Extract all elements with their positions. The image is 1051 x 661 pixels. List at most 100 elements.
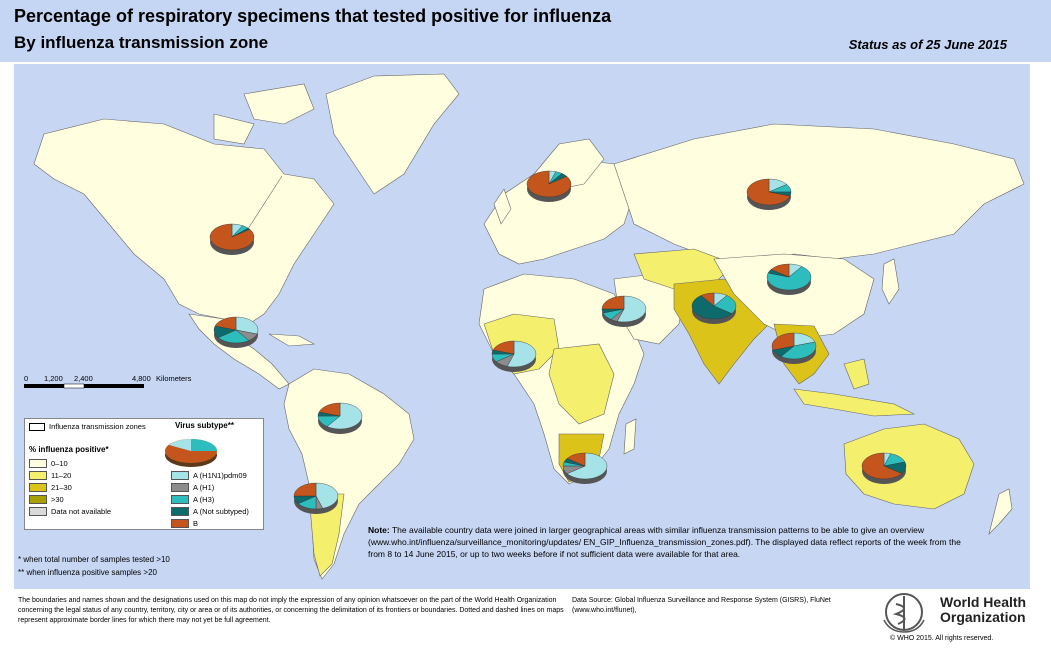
positive-swatch [29, 495, 47, 504]
positive-class-label: Data not available [51, 507, 112, 516]
positive-swatch [29, 483, 47, 492]
temperate-south-america [308, 493, 345, 577]
new-zealand [988, 488, 1013, 535]
subtype-swatch [171, 519, 189, 528]
positive-class-label: 0–10 [51, 459, 68, 468]
pie-chart [491, 340, 537, 372]
scale-tick-0: 0 [24, 374, 29, 383]
legend: Influenza transmission zones % influenza… [24, 418, 264, 530]
note-text: The available country data were joined i… [368, 525, 961, 559]
pie-chart [293, 482, 339, 514]
footnote-samples: * when total number of samples tested >1… [18, 555, 170, 564]
pie-chart [209, 223, 255, 255]
subtype-swatch [171, 507, 189, 516]
subtype-title: Virus subtype** [175, 421, 234, 430]
subtype-label: A (H3) [193, 495, 215, 504]
scale-tick-1200: 1,200 [44, 374, 63, 383]
pie-slice [700, 292, 715, 307]
pie-slice [770, 263, 790, 278]
pie-chart [213, 316, 259, 348]
legend-pie-icon [165, 439, 217, 467]
pie-slice [214, 316, 237, 331]
pie-slice [326, 402, 363, 430]
who-emblem-icon [883, 593, 925, 633]
japan [881, 258, 900, 305]
subtype-swatch [171, 495, 189, 504]
note-label: Note: [368, 525, 390, 535]
title-banner: Percentage of respiratory specimens that… [0, 0, 1051, 62]
who-name: World Health Organization [940, 595, 1026, 625]
status-date: Status as of 25 June 2015 [848, 37, 1007, 52]
positive-class-label: >30 [51, 495, 64, 504]
pie-slice [209, 223, 255, 251]
subtype-label: B [193, 519, 199, 528]
subtype-label: A (H1N1)pdm09 [193, 471, 247, 480]
zone-label: Influenza transmission zones [49, 422, 146, 431]
pie-chart [746, 178, 792, 210]
pie-chart [317, 402, 363, 434]
pie-slice [601, 295, 625, 310]
map-canvas [33, 73, 1025, 580]
pie-slice [315, 482, 339, 509]
positive-swatch [29, 507, 47, 516]
pie-slice [713, 295, 737, 314]
map-note: Note: The available country data were jo… [368, 524, 968, 560]
map-title: Percentage of respiratory specimens that… [14, 6, 612, 26]
pie-slice [691, 295, 733, 320]
scale-tick-4800: 4,800 [132, 374, 151, 383]
scale-unit: Kilometers [156, 374, 192, 383]
pie-slice [861, 452, 903, 480]
pie-slice [746, 178, 791, 206]
pie-leader-line [245, 175, 283, 233]
subtype-label: A (H1) [193, 483, 215, 492]
middle-africa [548, 343, 615, 425]
positive-swatch [29, 459, 47, 468]
footnote-positive: ** when influenza positive samples >20 [18, 568, 157, 577]
subtype-label: A (Not subtyped) [193, 507, 249, 516]
copyright: © WHO 2015. All rights reserved. [890, 635, 994, 642]
pie-slice [217, 329, 250, 344]
positive-class-label: 21–30 [51, 483, 72, 492]
pie-chart [691, 292, 737, 324]
data-source: Data Source: Global Influenza Surveillan… [572, 597, 831, 614]
positive-class-label: 11–20 [51, 471, 72, 480]
who-logo [878, 590, 1038, 640]
positive-title: % influenza positive* [29, 445, 109, 454]
pie-chart [601, 295, 647, 327]
zone-swatch [29, 423, 45, 431]
pie-chart [562, 452, 608, 484]
pie-slice [318, 402, 341, 417]
pie-chart [771, 332, 817, 364]
positive-swatch [29, 471, 47, 480]
madagascar [623, 418, 637, 455]
scale-bar-graphic [24, 383, 144, 389]
subtype-swatch [171, 483, 189, 492]
northern-asia [613, 123, 1025, 265]
pie-slice [766, 266, 812, 291]
pie-slice [526, 170, 572, 198]
who-name-line1: World Health [940, 594, 1027, 610]
australia [843, 423, 975, 510]
who-name-line2: Organization [940, 609, 1026, 625]
pie-slice [506, 340, 537, 368]
pie-slice [293, 482, 317, 497]
scale-tick-2400: 2,400 [74, 374, 93, 383]
pie-slice [235, 316, 259, 335]
greenland [325, 73, 460, 195]
pie-charts [209, 170, 907, 514]
south-east-asia-islands [793, 358, 916, 417]
arctic-islands [213, 83, 315, 145]
pie-chart [526, 170, 572, 202]
disclaimer: The boundaries and names shown and the d… [18, 597, 564, 624]
map-subtitle: By influenza transmission zone [14, 33, 269, 52]
north-america [33, 118, 335, 340]
pie-slice [771, 332, 795, 351]
pie-chart [861, 452, 907, 484]
pie-slice [780, 341, 817, 360]
pie-slice [616, 295, 647, 323]
pie-chart [766, 263, 812, 295]
eastern-asia [713, 253, 875, 340]
pie-slice [566, 452, 586, 467]
subtype-swatch [171, 471, 189, 480]
caribbean [268, 333, 316, 347]
